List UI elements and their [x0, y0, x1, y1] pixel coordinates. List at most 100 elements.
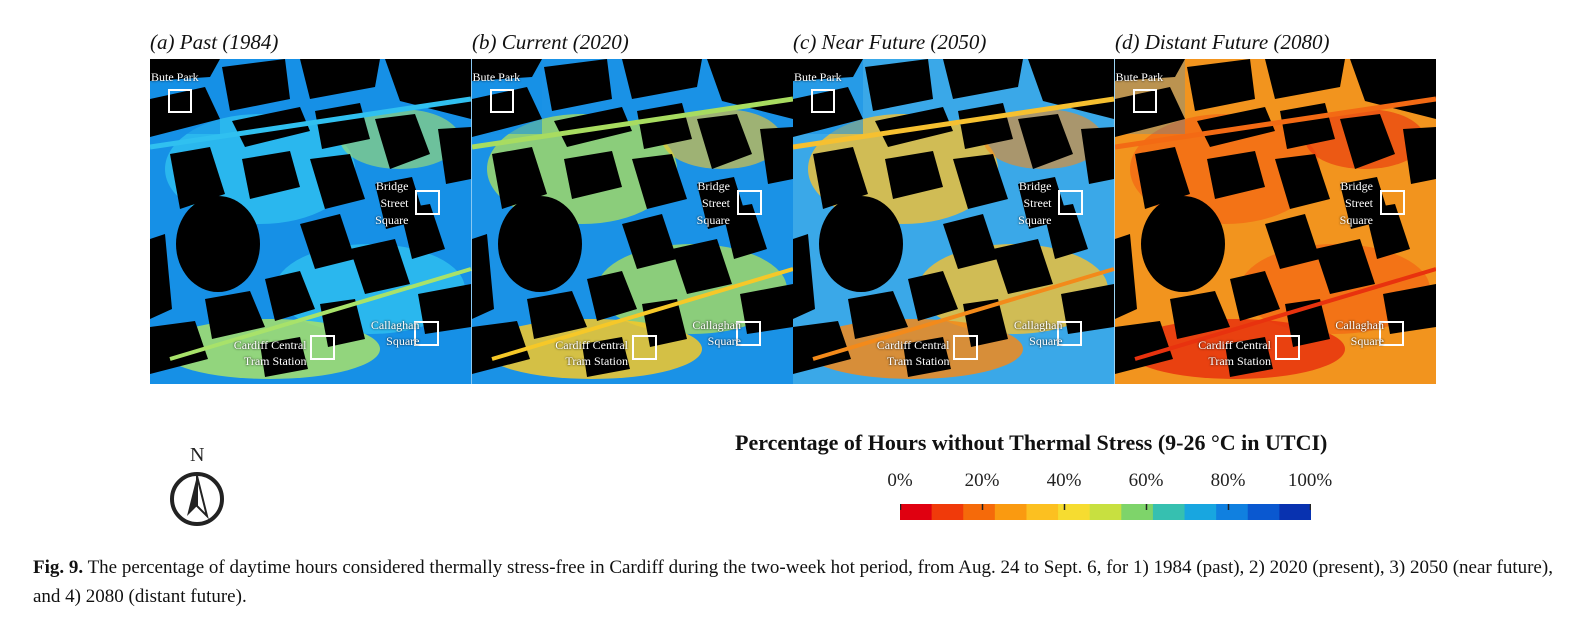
site-marker — [811, 89, 835, 113]
north-label: N — [190, 444, 205, 466]
label-callaghan-square: Callaghan — [692, 318, 741, 332]
building — [300, 59, 380, 99]
label-callaghan-square: Square — [1350, 334, 1384, 348]
building — [631, 154, 687, 209]
colorbar-segment — [963, 504, 996, 520]
heatmap — [1114, 59, 1436, 384]
site-marker — [415, 190, 440, 215]
building — [813, 147, 868, 209]
legend-tick: 20% — [964, 470, 1000, 491]
colorbar-segment — [1247, 504, 1280, 520]
legend-tick: 100% — [1287, 470, 1333, 491]
label-cardiff-central: Cardiff Central — [876, 338, 950, 352]
building — [1264, 214, 1320, 269]
building — [1224, 337, 1273, 377]
colorbar-segment — [1026, 504, 1059, 520]
building — [943, 214, 998, 269]
colorbar-segment — [1058, 504, 1091, 520]
colorbar-segment — [1216, 504, 1249, 520]
label-bute-park: Bute Park — [794, 70, 842, 84]
label-bridge-street-square: Street — [380, 196, 409, 210]
building — [222, 59, 290, 111]
site-marker — [736, 190, 762, 215]
caption-text: The percentage of daytime hours consider… — [33, 557, 1553, 607]
legend-tick: 60% — [1128, 470, 1164, 491]
colorbar-segment — [1279, 504, 1311, 520]
label-callaghan-square: Square — [1029, 334, 1063, 348]
label-bridge-street-square: Bridge — [1018, 179, 1052, 193]
label-cardiff-central: Cardiff Central — [1198, 338, 1271, 352]
building — [1114, 234, 1137, 319]
building — [471, 59, 542, 81]
label-bute-park: Bute Park — [151, 70, 199, 84]
building — [1274, 154, 1330, 209]
street — [169, 267, 472, 361]
panel-title-current: (b) Current (2020) — [472, 30, 629, 54]
site-marker — [631, 335, 657, 360]
label-callaghan-square: Callaghan — [1013, 318, 1063, 332]
label-bridge-street-square: Square — [696, 213, 730, 227]
building — [621, 59, 702, 99]
building — [993, 239, 1053, 294]
label-callaghan-square: Square — [386, 334, 420, 348]
building — [150, 321, 208, 374]
building — [721, 204, 767, 259]
map-panel-current: Bute Park Bridge Street Square Callaghan Squa… — [471, 59, 793, 384]
building — [563, 151, 622, 199]
legend-tick: 0% — [887, 470, 913, 491]
stadium — [497, 196, 582, 292]
label-bute-park: Bute Park — [1115, 70, 1164, 84]
site-marker — [735, 321, 761, 346]
label-callaghan-square: Callaghan — [1335, 318, 1384, 332]
label-callaghan-square: Square — [707, 334, 741, 348]
building — [300, 214, 355, 269]
legend-tick: 80% — [1210, 470, 1246, 491]
colorbar-segment — [900, 504, 933, 520]
site-marker — [310, 335, 335, 360]
building — [1402, 127, 1436, 184]
building — [1018, 114, 1073, 169]
building — [1229, 271, 1280, 321]
building — [400, 204, 445, 259]
label-bridge-street-square: Street — [1023, 196, 1052, 210]
label-cardiff-central: Cardiff Central — [233, 338, 307, 352]
building — [471, 321, 530, 374]
street — [150, 96, 472, 150]
heatmap — [471, 59, 793, 384]
label-bridge-street-square: Bridge — [697, 179, 730, 193]
building — [471, 234, 494, 319]
map-panels: Bute Park Bridge Street Square Callaghan Squa… — [150, 59, 1436, 384]
label-bute-park: Bute Park — [472, 70, 521, 84]
label-bridge-street-square: Street — [1345, 196, 1373, 210]
site-marker — [1058, 190, 1083, 215]
building — [265, 271, 315, 321]
building — [621, 214, 677, 269]
building — [586, 271, 637, 321]
building — [1364, 204, 1410, 259]
map-panel-near-future: Bute Park Bridge Street Square Callaghan Squa… — [793, 59, 1115, 384]
building — [1114, 321, 1173, 374]
label-cardiff-central: Tram Station — [886, 354, 950, 368]
building — [1134, 147, 1190, 209]
building — [696, 114, 752, 169]
street — [1133, 267, 1436, 361]
label-callaghan-square: Callaghan — [370, 318, 420, 332]
building — [1264, 59, 1345, 99]
stadium — [819, 196, 903, 292]
site-marker — [168, 89, 192, 113]
site-marker — [1274, 335, 1300, 360]
building — [350, 239, 410, 294]
building — [526, 291, 587, 339]
building — [903, 337, 951, 377]
heatmap — [793, 59, 1115, 384]
building — [793, 321, 851, 374]
colorbar-segment — [994, 504, 1027, 520]
building — [671, 239, 732, 294]
site-marker — [1379, 190, 1405, 215]
label-cardiff-central: Tram Station — [1208, 354, 1271, 368]
building — [205, 291, 265, 339]
label-bridge-street-square: Street — [702, 196, 730, 210]
building — [491, 147, 547, 209]
map-panel-past: Bute Park Bridge Street Square Callaghan Squa… — [150, 59, 472, 384]
street — [812, 267, 1115, 361]
